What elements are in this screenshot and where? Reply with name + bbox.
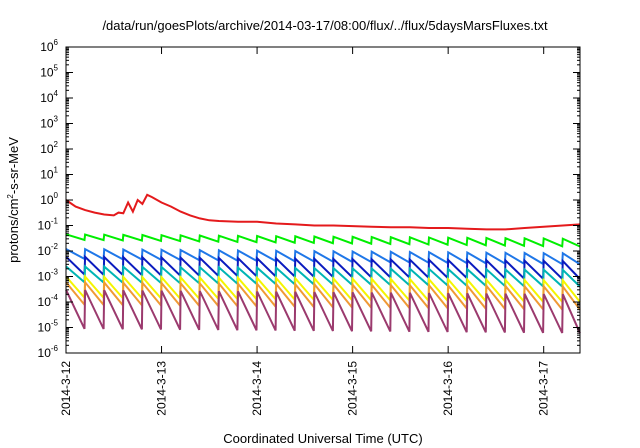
- x-tick-label: 2014-3-16: [441, 361, 455, 416]
- series-line-1: [65, 233, 581, 248]
- chart-title: /data/run/goesPlots/archive/2014-03-17/0…: [102, 18, 548, 33]
- y-tick-label: 103: [40, 115, 58, 131]
- y-tick-label: 10-2: [38, 242, 59, 258]
- x-axis-label: Coordinated Universal Time (UTC): [223, 431, 422, 446]
- y-tick-label: 100: [40, 191, 58, 207]
- series-line-5: [65, 274, 581, 305]
- y-tick-label: 104: [40, 89, 58, 105]
- series-line-4: [65, 264, 581, 289]
- y-tick-label: 106: [40, 38, 58, 54]
- y-tick-label: 105: [40, 64, 58, 80]
- y-tick-label: 10-4: [38, 293, 59, 309]
- y-ticks: 106 105 104 103 102 101 100 10-1 10-2 10-3 10-4 10-…: [38, 38, 580, 360]
- y-axis-label-exp: 2: [6, 194, 15, 199]
- y-tick-label: 102: [40, 140, 58, 156]
- y-tick-label: 10-5: [38, 319, 59, 335]
- x-tick-label: 2014-3-14: [250, 361, 264, 416]
- x-tick-label: 2014-3-17: [537, 361, 551, 416]
- x-tick-label: 2014-3-12: [59, 361, 73, 416]
- y-tick-label: 10-1: [38, 217, 59, 233]
- x-tick-label: 2014-3-15: [346, 361, 360, 416]
- x-tick-label: 2014-3-13: [155, 361, 169, 416]
- y-axis-label-part: -s-sr-MeV: [6, 137, 21, 194]
- series-line-2: [65, 247, 581, 266]
- y-tick-label: 10-6: [38, 344, 59, 360]
- series-line-3: [65, 254, 581, 282]
- series-layer: [65, 193, 581, 334]
- series-line-7: [65, 289, 581, 334]
- y-tick-label: 101: [40, 166, 58, 182]
- svg-text:protons/cm2-s-sr-MeV: protons/cm2-s-sr-MeV: [6, 137, 21, 263]
- series-line-0: [65, 193, 581, 231]
- x-ticks: 2014-3-12 2014-3-13 2014-3-14 2014-3-15 2014…: [59, 47, 551, 416]
- y-axis-label: protons/cm2-s-sr-MeV: [6, 137, 21, 263]
- y-tick-label: 10-3: [38, 268, 59, 284]
- y-axis-label-part: protons/cm: [6, 199, 21, 263]
- series-line-6: [65, 279, 581, 313]
